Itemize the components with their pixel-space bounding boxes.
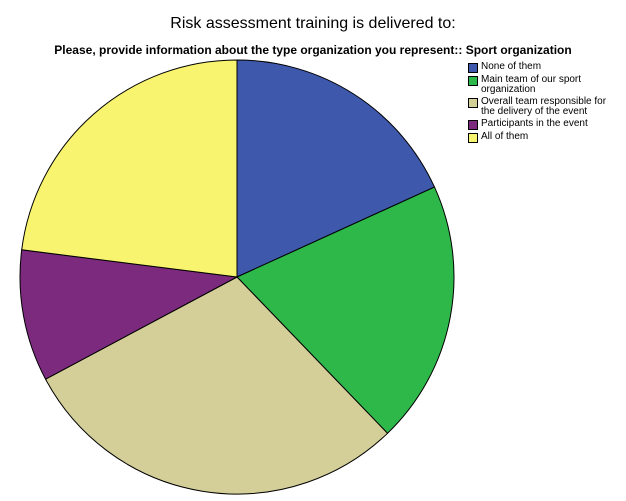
legend-label: None of them (481, 61, 542, 72)
legend-item: Participants in the event (468, 119, 620, 130)
legend-item: Overall team responsible for the deliver… (468, 97, 620, 117)
legend: None of them Main team of our sport organ… (468, 62, 620, 145)
pie-slice (44, 276, 389, 495)
legend-swatch (468, 133, 478, 143)
legend-item: Main team of our sport organization (468, 75, 620, 95)
legend-item: None of them (468, 62, 620, 73)
pie-slice (236, 186, 455, 435)
pie-slice (19, 249, 239, 380)
legend-label: Main team of our sport organization (481, 74, 582, 95)
pie-slice (236, 59, 436, 278)
chart-subtitle: Please, provide information about the ty… (54, 43, 571, 57)
legend-swatch (468, 120, 478, 130)
legend-item: All of them (468, 132, 620, 143)
legend-label: All of them (481, 131, 529, 142)
legend-swatch (468, 63, 478, 73)
legend-swatch (468, 98, 478, 108)
legend-swatch (468, 76, 478, 86)
pie-slice (21, 59, 238, 278)
legend-label: Participants in the event (481, 118, 588, 129)
legend-label: Overall team responsible for the deliver… (481, 96, 607, 117)
chart-title: Risk assessment training is delivered to… (170, 15, 455, 32)
